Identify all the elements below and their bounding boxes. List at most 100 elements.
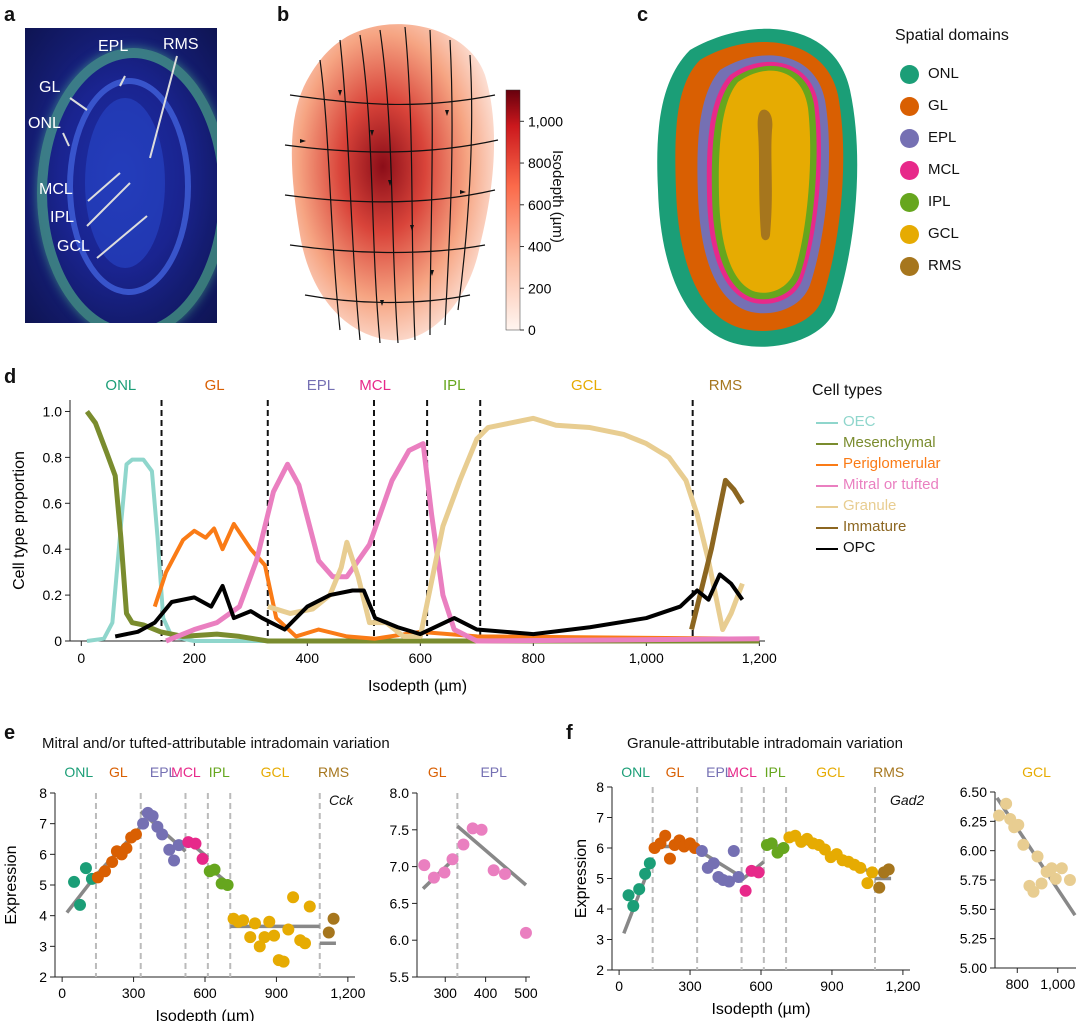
y-tick-label: 1.0: [43, 403, 63, 419]
y-tick-label: 0.4: [43, 541, 63, 557]
series-granule: [267, 415, 745, 639]
data-point: [854, 861, 867, 874]
data-point: [120, 842, 133, 855]
y-tick-label: 8: [39, 785, 47, 801]
legend-swatch-mitral-or-tufted: [816, 485, 838, 487]
colorbar-label: Isodepth (µm): [549, 150, 566, 243]
data-point: [1027, 885, 1040, 898]
data-point: [659, 829, 672, 842]
domain-label-mcl: MCL: [359, 377, 391, 394]
x-tick-label: 800: [1006, 976, 1030, 992]
x-tick-label: 400: [296, 650, 320, 666]
data-point: [1063, 874, 1076, 886]
x-tick-label: 0: [77, 650, 85, 666]
y-tick-label: 6: [39, 846, 47, 862]
legend-label-rms: RMS: [928, 257, 962, 274]
data-point: [79, 862, 92, 875]
data-point: [68, 875, 81, 888]
data-point: [519, 926, 532, 939]
x-tick-label: 1,200: [742, 650, 777, 666]
domain-label-gl: GL: [666, 764, 685, 780]
panel-e-letter: e: [4, 722, 16, 744]
cck-expression-chart: 2 3 4 5 6 7 8 0 300 600 900 1,200 Isodepth (µm) Expre…: [3, 764, 366, 1021]
spatial-domain-map: [657, 28, 858, 347]
data-point: [732, 870, 745, 883]
y-tick-label: 4: [39, 908, 47, 924]
data-point: [777, 842, 790, 854]
legend-swatch-oec: [816, 422, 838, 424]
data-point: [1049, 872, 1062, 885]
y-tick-label: 0.8: [43, 449, 63, 465]
panel-f-title: Granule-attributable intradomain variati…: [627, 735, 903, 752]
domain-label-onl: ONL: [64, 764, 93, 780]
colorbar-tick-label: 400: [528, 239, 552, 255]
x-tick-label: 400: [474, 985, 498, 1001]
fit-line: [456, 824, 528, 887]
data-point: [322, 926, 335, 939]
data-point: [146, 810, 159, 822]
domain-region-rms: [757, 109, 773, 241]
label-rms: RMS: [163, 36, 199, 53]
y-axis-label: Cell type proportion: [11, 451, 28, 590]
data-point: [498, 867, 511, 880]
data-point: [282, 923, 295, 936]
data-point: [74, 898, 86, 911]
domains-legend-title: Spatial domains: [895, 27, 1009, 44]
data-point: [446, 853, 459, 866]
y-tick-label: 6.25: [960, 813, 987, 829]
y-tick-label: 6.50: [960, 784, 987, 800]
data-point: [208, 863, 221, 876]
data-point: [221, 879, 234, 891]
isodepth-map: [284, 24, 499, 344]
data-point: [866, 866, 879, 879]
panel-d-letter: d: [4, 366, 17, 388]
label-onl: ONL: [28, 115, 61, 132]
label-gcl: GCL: [57, 238, 90, 255]
y-axis-label: Expression: [573, 839, 590, 918]
legend-swatch-opc: [816, 548, 838, 550]
domain-label-gl: GL: [205, 377, 225, 394]
y-tick-label: 7.0: [390, 859, 410, 875]
series-opc: [114, 572, 745, 639]
y-tick-label: 2: [39, 969, 47, 985]
series-immature: [689, 477, 745, 631]
data-point: [237, 914, 250, 927]
legend-label-granule: Granule: [843, 497, 897, 514]
data-point: [106, 856, 119, 868]
y-tick-label: 6.00: [960, 843, 987, 859]
label-ipl: IPL: [50, 209, 75, 226]
data-point: [189, 837, 202, 850]
legend-swatch-granule: [816, 506, 838, 508]
x-tick-label: 300: [122, 985, 146, 1001]
data-point: [156, 828, 169, 841]
data-point: [1035, 877, 1048, 890]
panel-f-letter: f: [566, 722, 573, 744]
label-epl: EPL: [98, 38, 129, 55]
label-mcl: MCL: [39, 181, 73, 198]
y-tick-label: 5.75: [960, 872, 987, 888]
data-point: [457, 838, 470, 851]
x-tick-label: 900: [265, 985, 289, 1001]
data-point: [622, 889, 635, 902]
data-point: [873, 881, 886, 894]
y-tick-label: 0.2: [43, 587, 63, 603]
y-tick-label: 5.50: [960, 901, 987, 917]
data-point: [1045, 862, 1058, 875]
data-point: [695, 845, 708, 858]
data-point: [427, 871, 440, 884]
legend-label-immature: Immature: [843, 518, 907, 535]
x-axis-label: Isodepth (µm): [711, 1001, 810, 1018]
domain-label-rms: RMS: [318, 764, 349, 780]
data-point: [993, 809, 1006, 822]
legend-dot-ipl: [900, 193, 919, 212]
data-point: [418, 859, 431, 872]
data-point: [244, 931, 257, 944]
data-point: [475, 823, 488, 836]
legend-dot-gl: [900, 97, 919, 116]
data-point: [299, 937, 311, 950]
x-axis-label: Isodepth (µm): [155, 1008, 254, 1021]
x-tick-label: 0: [58, 985, 66, 1001]
y-tick-label: 7: [39, 816, 47, 832]
y-tick-label: 6.5: [390, 895, 410, 911]
data-point: [861, 877, 874, 890]
